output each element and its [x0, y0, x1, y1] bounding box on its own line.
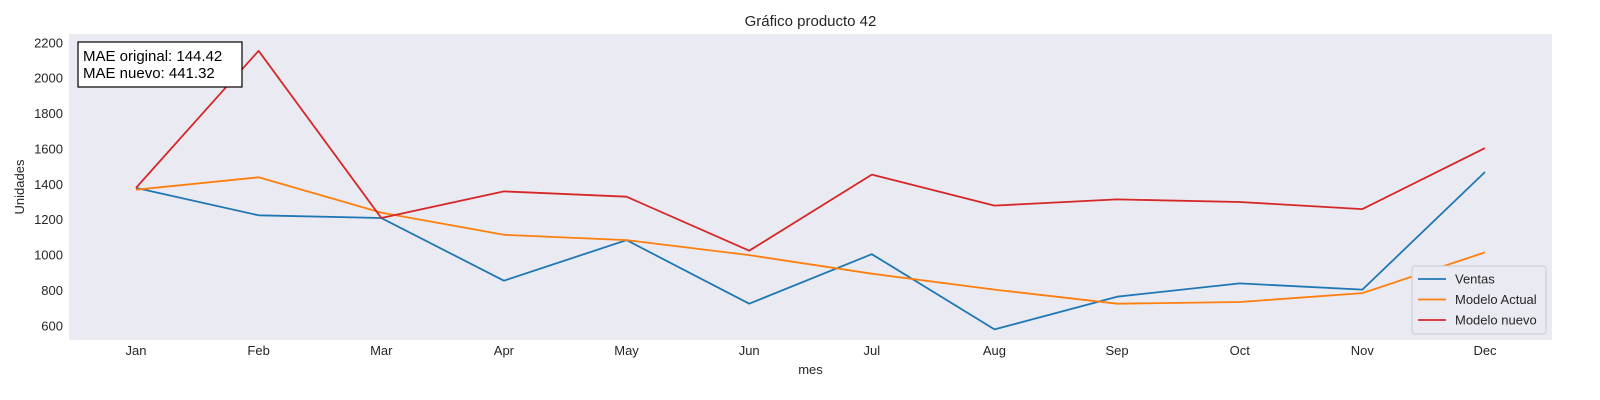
x-tick-label: Jun	[739, 343, 760, 358]
y-tick-label: 1200	[34, 212, 63, 227]
y-tick-label: 2000	[34, 71, 63, 86]
x-tick-label: Mar	[370, 343, 393, 358]
y-tick-label: 1800	[34, 106, 63, 121]
series-line-modelo-nuevo	[135, 49, 1486, 252]
x-tick-label: Dec	[1473, 343, 1497, 358]
annotation-mae-original: MAE original: 144.42	[83, 48, 222, 65]
x-axis-label: mes	[798, 362, 823, 377]
annotation-mae-nuevo: MAE nuevo: 441.32	[83, 65, 215, 82]
series-group	[135, 49, 1486, 331]
x-tick-label: Jul	[864, 343, 881, 358]
y-tick-label: 1600	[34, 141, 63, 156]
x-tick-label: Jan	[126, 343, 147, 358]
x-tick-label: Feb	[247, 343, 269, 358]
y-axis: 600 800 1000 1200 1400 1600 1800 2000 2200	[34, 35, 63, 333]
series-line-ventas	[135, 171, 1486, 331]
y-tick-label: 800	[41, 283, 63, 298]
y-tick-label: 1000	[34, 248, 63, 263]
legend-label: Modelo nuevo	[1455, 313, 1537, 328]
legend-label: Ventas	[1455, 272, 1495, 287]
chart-title: Gráfico producto 42	[745, 13, 877, 30]
y-tick-label: 1400	[34, 177, 63, 192]
legend-label: Modelo Actual	[1455, 292, 1537, 307]
x-tick-label: Nov	[1351, 343, 1375, 358]
y-tick-label: 2200	[34, 35, 63, 50]
annotation-box: MAE original: 144.42 MAE nuevo: 441.32	[77, 41, 243, 88]
x-tick-label: Apr	[494, 343, 515, 358]
y-tick-label: 600	[41, 318, 63, 333]
annotation-frame	[77, 41, 243, 88]
y-axis-label: Unidades	[12, 159, 27, 214]
x-tick-label: Oct	[1230, 343, 1251, 358]
x-tick-label: May	[614, 343, 639, 358]
x-tick-label: Sep	[1106, 343, 1129, 358]
legend: Ventas Modelo Actual Modelo nuevo	[1411, 265, 1547, 335]
plot-area	[69, 34, 1552, 340]
legend-frame	[1411, 265, 1547, 335]
series-line-modelo-actual	[135, 176, 1486, 305]
x-axis: Jan Feb Mar Apr May Jun Jul Aug Sep Oct Nov Dec	[126, 343, 1498, 358]
x-tick-label: Aug	[983, 343, 1006, 358]
